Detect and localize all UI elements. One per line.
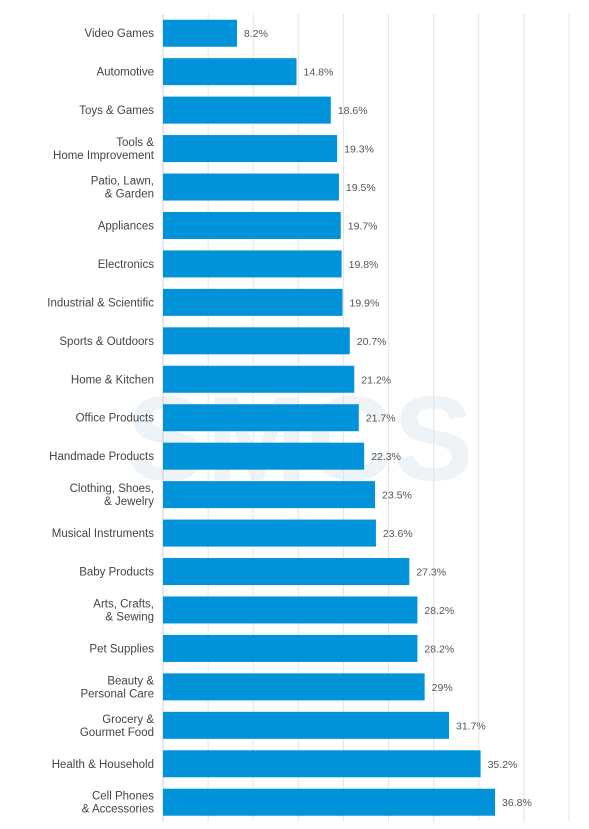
bar <box>163 519 376 547</box>
value-label: 22.3% <box>371 451 401 463</box>
value-label: 35.2% <box>488 759 518 771</box>
category-label: Health & Household <box>52 759 154 771</box>
bar <box>163 365 355 393</box>
category-label: Grocery & Gourmet Food <box>80 714 154 739</box>
value-labels: 8.2% 14.8% 18.6% 19.3% 19.5% 19.7% 19.8% 19.9% 2… <box>244 28 532 809</box>
value-label: 23.5% <box>382 490 412 502</box>
bar <box>163 211 341 239</box>
category-label: Office Products <box>76 413 155 425</box>
category-label: Baby Products <box>79 567 154 579</box>
value-label: 19.5% <box>346 182 376 194</box>
bars <box>163 19 496 816</box>
bar <box>163 750 481 778</box>
bar <box>163 711 450 739</box>
category-label: Beauty & Personal Care <box>80 675 154 700</box>
category-label: Home & Kitchen <box>71 374 154 386</box>
category-label: Musical Instruments <box>52 528 155 540</box>
bar <box>163 135 338 163</box>
bar <box>163 634 418 662</box>
bar <box>163 250 342 278</box>
bar <box>163 327 350 355</box>
category-label: Arts, Crafts, & Sewing <box>93 598 154 623</box>
value-label: 18.6% <box>338 105 368 117</box>
value-label: 28.2% <box>424 605 454 617</box>
category-labels: Video Games Automotive Toys & Games Tools &… <box>47 28 155 816</box>
category-label: Automotive <box>96 67 154 79</box>
bar <box>163 442 365 470</box>
bar <box>163 558 410 586</box>
category-label: Tools & Home Improvement <box>53 137 155 162</box>
category-label: Video Games <box>85 28 155 40</box>
value-label: 19.8% <box>349 259 379 271</box>
value-label: 31.7% <box>456 720 486 732</box>
category-label: Pet Supplies <box>89 643 154 655</box>
category-label: Handmade Products <box>49 451 154 463</box>
bar <box>163 481 376 509</box>
value-label: 27.3% <box>416 567 446 579</box>
value-label: 14.8% <box>304 67 334 79</box>
bar <box>163 673 425 701</box>
bar <box>163 788 496 816</box>
value-label: 21.7% <box>366 413 396 425</box>
category-label: Toys & Games <box>79 105 154 117</box>
bar <box>163 288 343 316</box>
category-label: Cell Phones & Accessories <box>82 791 154 816</box>
bar <box>163 173 339 201</box>
value-label: 19.3% <box>344 144 374 156</box>
bar <box>163 19 237 47</box>
bar <box>163 596 418 624</box>
category-label: Patio, Lawn, & Garden <box>91 176 154 201</box>
bar <box>163 404 359 432</box>
value-label: 20.7% <box>357 336 387 348</box>
category-label: Electronics <box>98 259 154 271</box>
category-label: Industrial & Scientific <box>47 297 154 309</box>
value-label: 36.8% <box>502 797 532 809</box>
bar <box>163 58 297 86</box>
value-label: 23.6% <box>383 528 413 540</box>
bar <box>163 96 331 124</box>
category-label: Clothing, Shoes, & Jewelry <box>70 483 155 508</box>
value-label: 21.2% <box>361 374 391 386</box>
category-label: Appliances <box>98 220 155 232</box>
value-label: 28.2% <box>424 643 454 655</box>
value-label: 29% <box>432 682 453 694</box>
value-label: 19.7% <box>348 220 378 232</box>
value-label: 19.9% <box>350 297 380 309</box>
value-label: 8.2% <box>244 28 268 40</box>
category-label: Sports & Outdoors <box>59 336 154 348</box>
